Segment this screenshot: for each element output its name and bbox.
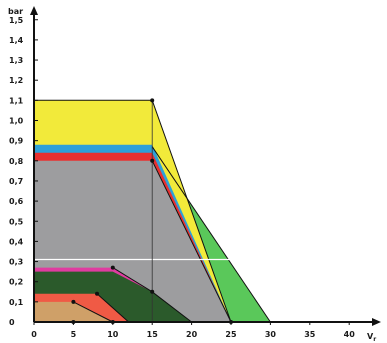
y-axis-arrow: [30, 6, 38, 15]
y-tick-label: 1,1: [9, 96, 24, 105]
x-axis-ticks: 0 5 10 15 20 25 30 35 40: [31, 322, 355, 339]
series-line-3: [151, 146, 271, 323]
y-tick-label: 1,0: [9, 117, 24, 126]
y-tick-label: 0,2: [9, 278, 23, 287]
axes: [30, 6, 381, 326]
marker-6: [71, 299, 76, 304]
y-tick-label: 0,3: [9, 258, 23, 267]
x-axis-title-main: V: [367, 332, 374, 341]
marker-5: [95, 291, 100, 296]
series-line-2: [151, 160, 232, 323]
x-tick-label: 20: [186, 330, 198, 339]
y-tick-label: 0,6: [9, 197, 24, 206]
y-tick-label: 1,2: [9, 76, 23, 85]
y-tick-label: 0: [9, 318, 15, 327]
y-tick-label: 0,5: [9, 217, 24, 226]
x-tick-label: 40: [344, 330, 356, 339]
guide-lines: [34, 100, 259, 322]
y-tick-label: 1,3: [9, 56, 23, 65]
y-tick-label: 0,7: [9, 177, 23, 186]
x-tick-label: 0: [31, 330, 37, 339]
x-axis-arrow: [372, 318, 381, 326]
x-axis-title: Vr: [367, 332, 376, 343]
marker-3: [110, 265, 115, 270]
x-tick-label: 30: [265, 330, 277, 339]
y-axis-ticks: 0 0,1 0,2 0,3 0,4 0,5 0,6 0,7 0,8 0,9 1,0 1,1 1,2 1,3…: [9, 16, 38, 327]
x-tick-label: 25: [225, 330, 237, 339]
x-tick-label: 10: [107, 330, 119, 339]
y-tick-label: 0,4: [9, 237, 24, 246]
marker-2: [150, 158, 155, 163]
y-tick-label: 0,1: [9, 298, 24, 307]
y-tick-label: 0,9: [9, 137, 24, 146]
series-line-5: [96, 293, 129, 323]
series-line-6: [73, 301, 114, 323]
x-axis-title-sub: r: [373, 336, 376, 343]
y-axis-title: bar: [8, 7, 23, 16]
x-tick-label: 35: [304, 330, 316, 339]
x-tick-label: 15: [147, 330, 159, 339]
y-tick-label: 1,4: [9, 36, 24, 45]
x-tick-label: 5: [71, 330, 77, 339]
marker-4: [150, 289, 155, 294]
region-9: [34, 301, 113, 322]
y-tick-label: 0,8: [9, 157, 24, 166]
area-regions: [34, 100, 271, 322]
marker-1: [150, 98, 155, 103]
y-tick-label: 1,5: [9, 16, 24, 25]
